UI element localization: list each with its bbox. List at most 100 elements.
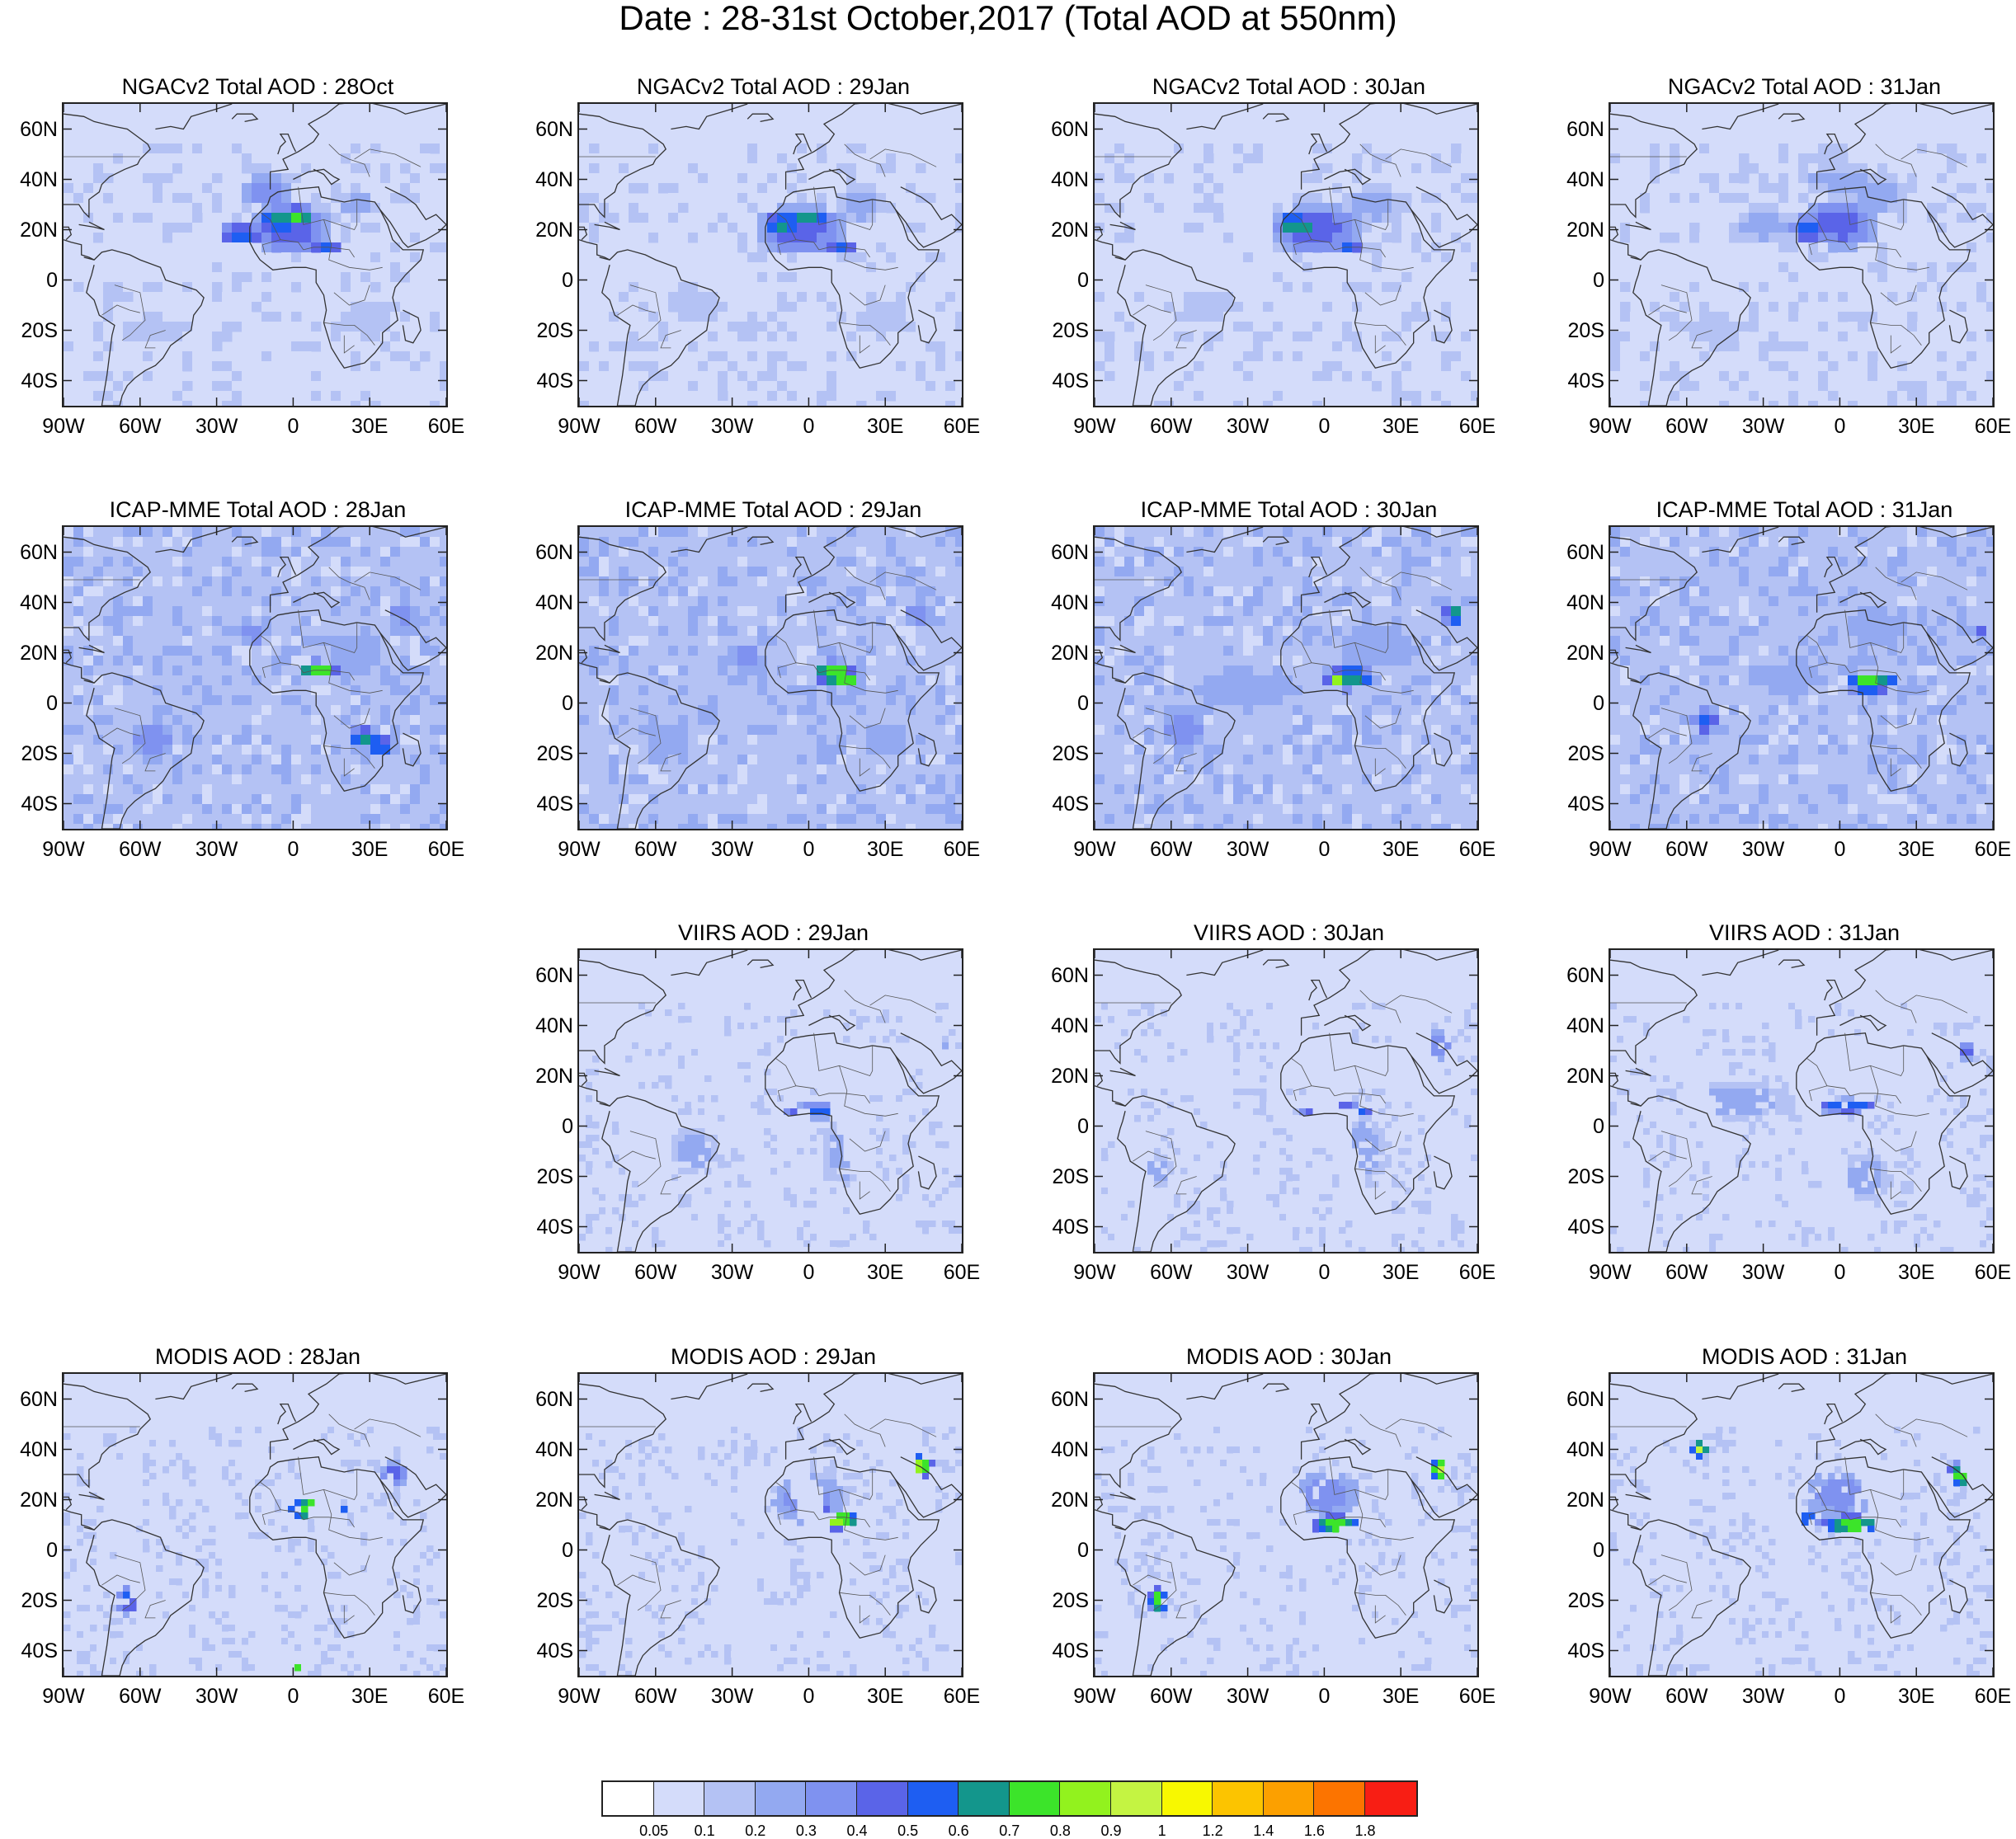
aod-cell [1263,371,1274,382]
aod-cell [123,351,134,362]
aod-cell [281,755,292,765]
aod-cell [123,193,134,204]
aod-cell [291,774,302,785]
aod-cell [1312,312,1323,322]
aod-cell [777,341,788,352]
aod-cell [163,527,173,538]
aod-cell [945,143,956,154]
aod-cell [143,381,153,392]
aod-cell [232,814,243,825]
aod-cell [222,656,233,666]
aod-cell [390,371,401,382]
aod-cell [1283,351,1293,362]
aod-cell [182,764,193,775]
aod-cell [856,401,867,406]
aod-cell [1154,173,1165,184]
aod-cell [1769,262,1779,273]
aod-cell [400,252,411,263]
aod-cell [440,626,446,637]
aod-cell [1947,272,1957,283]
aod-cell [1203,371,1214,382]
aod-cell [1749,401,1759,406]
aod-cell [797,183,808,194]
aod-cell [301,557,312,567]
aod-cell [153,567,163,577]
aod-cell [331,656,341,666]
aod-cell [1293,223,1303,233]
aod-cell [1213,143,1224,154]
aod-cell [232,213,243,223]
aod-cell [182,223,193,233]
aod-cell [212,596,223,607]
aod-cell [351,312,361,322]
aod-cell [1184,193,1194,204]
aod-cell [1134,391,1145,402]
aod-cell [83,547,94,557]
aod-cell [440,715,446,726]
aod-cell [192,794,203,805]
aod-cell [252,695,262,706]
aod-cell [1372,183,1382,194]
aod-cell [321,547,332,557]
aod-cell [1848,351,1858,362]
aod-cell [866,143,877,154]
aod-cell [1749,163,1759,174]
aod-cell [1421,322,1432,332]
aod-cell [153,596,163,607]
aod-cell [1332,233,1343,243]
aod-cell [1976,341,1987,352]
aod-cell [410,262,421,273]
aod-cell [202,282,213,293]
aod-cell [420,547,431,557]
aod-cell [360,557,371,567]
aod-cell [767,252,778,263]
aod-cell [1273,262,1284,273]
aod-cell [658,292,669,303]
aod-cell [232,193,243,204]
aod-cell [390,567,401,577]
aod-cell [1253,183,1264,194]
aod-cell [1788,351,1799,362]
aod-cell [410,745,421,755]
aod-cell [1332,193,1343,204]
aod-cell [599,371,610,382]
aod-cell [926,401,936,406]
aod-cell [252,213,262,223]
aod-cell [926,233,936,243]
aod-cell [579,391,590,402]
aod-cell [410,764,421,775]
aod-cell [856,272,867,283]
aod-cell [133,735,144,745]
aod-cell [153,233,163,243]
aod-cell [390,391,401,402]
aod-cell [410,322,421,332]
aod-cell [1798,233,1809,243]
aod-cell [1778,361,1789,372]
aod-cell [935,173,946,184]
aod-cell [232,715,243,726]
aod-cell [252,725,262,736]
aod-cell [73,804,84,815]
aod-cell [242,361,252,372]
aod-cell [1709,322,1720,332]
aod-cell [212,774,223,785]
aod-cell [1828,163,1839,174]
aod-cell [1868,203,1878,214]
aod-cell [1798,183,1809,194]
aod-cell [202,705,213,716]
aod-cell [420,794,431,805]
aod-cell [261,656,272,666]
aod-cell [291,695,302,706]
aod-cell [678,213,689,223]
aod-cell [668,322,679,332]
aod-cell [1382,193,1392,204]
aod-cell [1392,381,1402,392]
aod-cell [103,183,114,194]
aod-cell [648,233,659,243]
aod-cell [182,695,193,706]
aod-cell [1263,312,1274,322]
aod-cell [1986,262,1993,273]
aod-cell [1818,252,1829,263]
aod-cell [440,804,446,815]
